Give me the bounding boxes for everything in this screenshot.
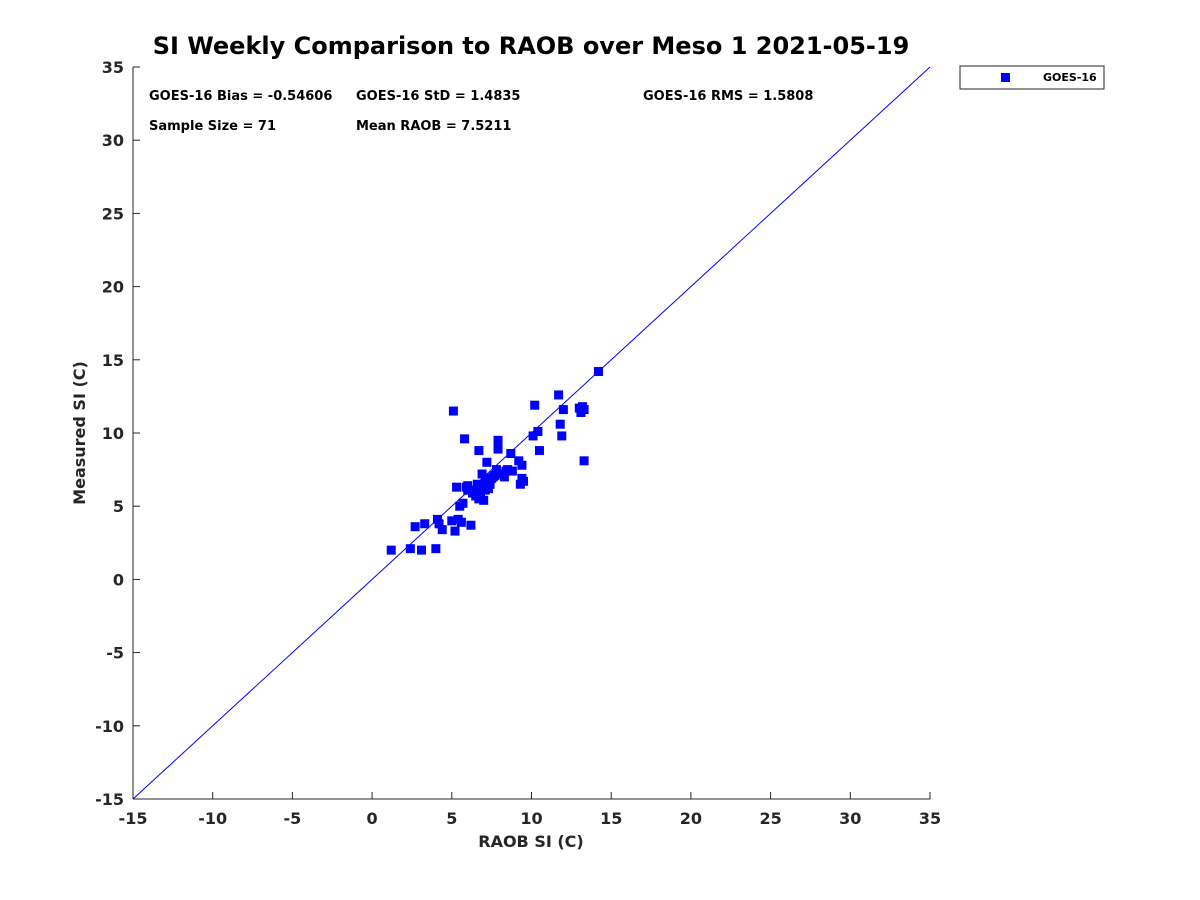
y-tick-label: 5 bbox=[113, 497, 124, 516]
data-point bbox=[475, 489, 485, 499]
data-point bbox=[434, 519, 444, 529]
data-point bbox=[493, 435, 503, 445]
data-point bbox=[452, 482, 462, 492]
data-point bbox=[557, 431, 567, 441]
y-tick-label: 15 bbox=[102, 351, 124, 370]
data-point bbox=[448, 406, 458, 416]
data-point bbox=[447, 516, 457, 526]
data-point bbox=[554, 390, 564, 400]
y-tick-label: 35 bbox=[102, 58, 124, 77]
data-point bbox=[456, 517, 466, 527]
x-tick-label: 15 bbox=[600, 809, 622, 828]
x-tick-label: -15 bbox=[119, 809, 148, 828]
x-tick-label: 35 bbox=[919, 809, 941, 828]
data-point bbox=[517, 460, 527, 470]
data-point bbox=[455, 501, 465, 511]
y-tick-label: -10 bbox=[95, 717, 124, 736]
data-point bbox=[386, 545, 396, 555]
data-point bbox=[534, 446, 544, 456]
x-tick-label: -10 bbox=[198, 809, 227, 828]
data-point bbox=[466, 520, 476, 530]
y-tick-label: -5 bbox=[106, 644, 124, 663]
data-point bbox=[420, 519, 430, 529]
x-axis-label: RAOB SI (C) bbox=[478, 832, 583, 851]
y-axis-ticks: -15 -10 -5 0 5 10 15 20 25 30 35 bbox=[95, 58, 140, 809]
data-point bbox=[490, 470, 500, 480]
data-point bbox=[469, 487, 479, 497]
stat-std: GOES-16 StD = 1.4835 bbox=[356, 89, 520, 104]
data-point bbox=[405, 544, 415, 554]
data-point bbox=[593, 367, 603, 377]
data-point bbox=[499, 472, 509, 482]
data-points bbox=[386, 367, 603, 555]
data-point bbox=[450, 526, 460, 536]
y-tick-label: 20 bbox=[102, 278, 124, 297]
data-point bbox=[506, 448, 516, 458]
x-tick-label: 10 bbox=[520, 809, 542, 828]
stat-sample-size: Sample Size = 71 bbox=[149, 119, 276, 134]
legend-label: GOES-16 bbox=[1043, 71, 1097, 84]
data-point bbox=[495, 469, 505, 479]
data-point bbox=[480, 473, 490, 483]
x-tick-label: -5 bbox=[284, 809, 302, 828]
data-point bbox=[437, 525, 447, 535]
data-point bbox=[474, 446, 484, 456]
data-point bbox=[431, 544, 441, 554]
y-axis-label: Measured SI (C) bbox=[70, 361, 89, 505]
stat-mean-raob: Mean RAOB = 7.5211 bbox=[356, 119, 511, 134]
data-point bbox=[558, 405, 568, 415]
x-tick-label: 25 bbox=[759, 809, 781, 828]
data-point bbox=[530, 400, 540, 410]
legend-marker bbox=[1001, 73, 1010, 82]
data-point bbox=[485, 479, 495, 489]
data-point bbox=[519, 476, 529, 486]
y-tick-label: 10 bbox=[102, 424, 124, 443]
chart-title: SI Weekly Comparison to RAOB over Meso 1… bbox=[153, 32, 910, 60]
data-point bbox=[417, 545, 427, 555]
data-point bbox=[410, 522, 420, 532]
data-point bbox=[579, 405, 589, 415]
data-point bbox=[555, 419, 565, 429]
data-point bbox=[479, 481, 489, 491]
y-tick-label: 0 bbox=[113, 570, 124, 589]
y-tick-label: -15 bbox=[95, 790, 124, 809]
stat-bias: GOES-16 Bias = -0.54606 bbox=[149, 89, 332, 104]
x-tick-label: 20 bbox=[680, 809, 702, 828]
data-point bbox=[482, 457, 492, 467]
data-point bbox=[461, 482, 471, 492]
x-axis-ticks: -15 -10 -5 0 5 10 15 20 25 30 35 bbox=[119, 792, 941, 828]
x-tick-label: 5 bbox=[446, 809, 457, 828]
x-tick-label: 30 bbox=[839, 809, 861, 828]
y-tick-label: 25 bbox=[102, 204, 124, 223]
data-point bbox=[579, 456, 589, 466]
y-tick-label: 30 bbox=[102, 131, 124, 150]
legend-box bbox=[959, 65, 1105, 90]
data-point bbox=[479, 495, 489, 505]
data-point bbox=[493, 444, 503, 454]
data-point bbox=[528, 431, 538, 441]
data-point bbox=[460, 434, 470, 444]
legend: GOES-16 bbox=[959, 65, 1105, 90]
data-point bbox=[507, 466, 517, 476]
data-point bbox=[501, 466, 511, 476]
x-tick-label: 0 bbox=[367, 809, 378, 828]
stat-rms: GOES-16 RMS = 1.5808 bbox=[643, 89, 813, 104]
data-point bbox=[533, 427, 543, 437]
